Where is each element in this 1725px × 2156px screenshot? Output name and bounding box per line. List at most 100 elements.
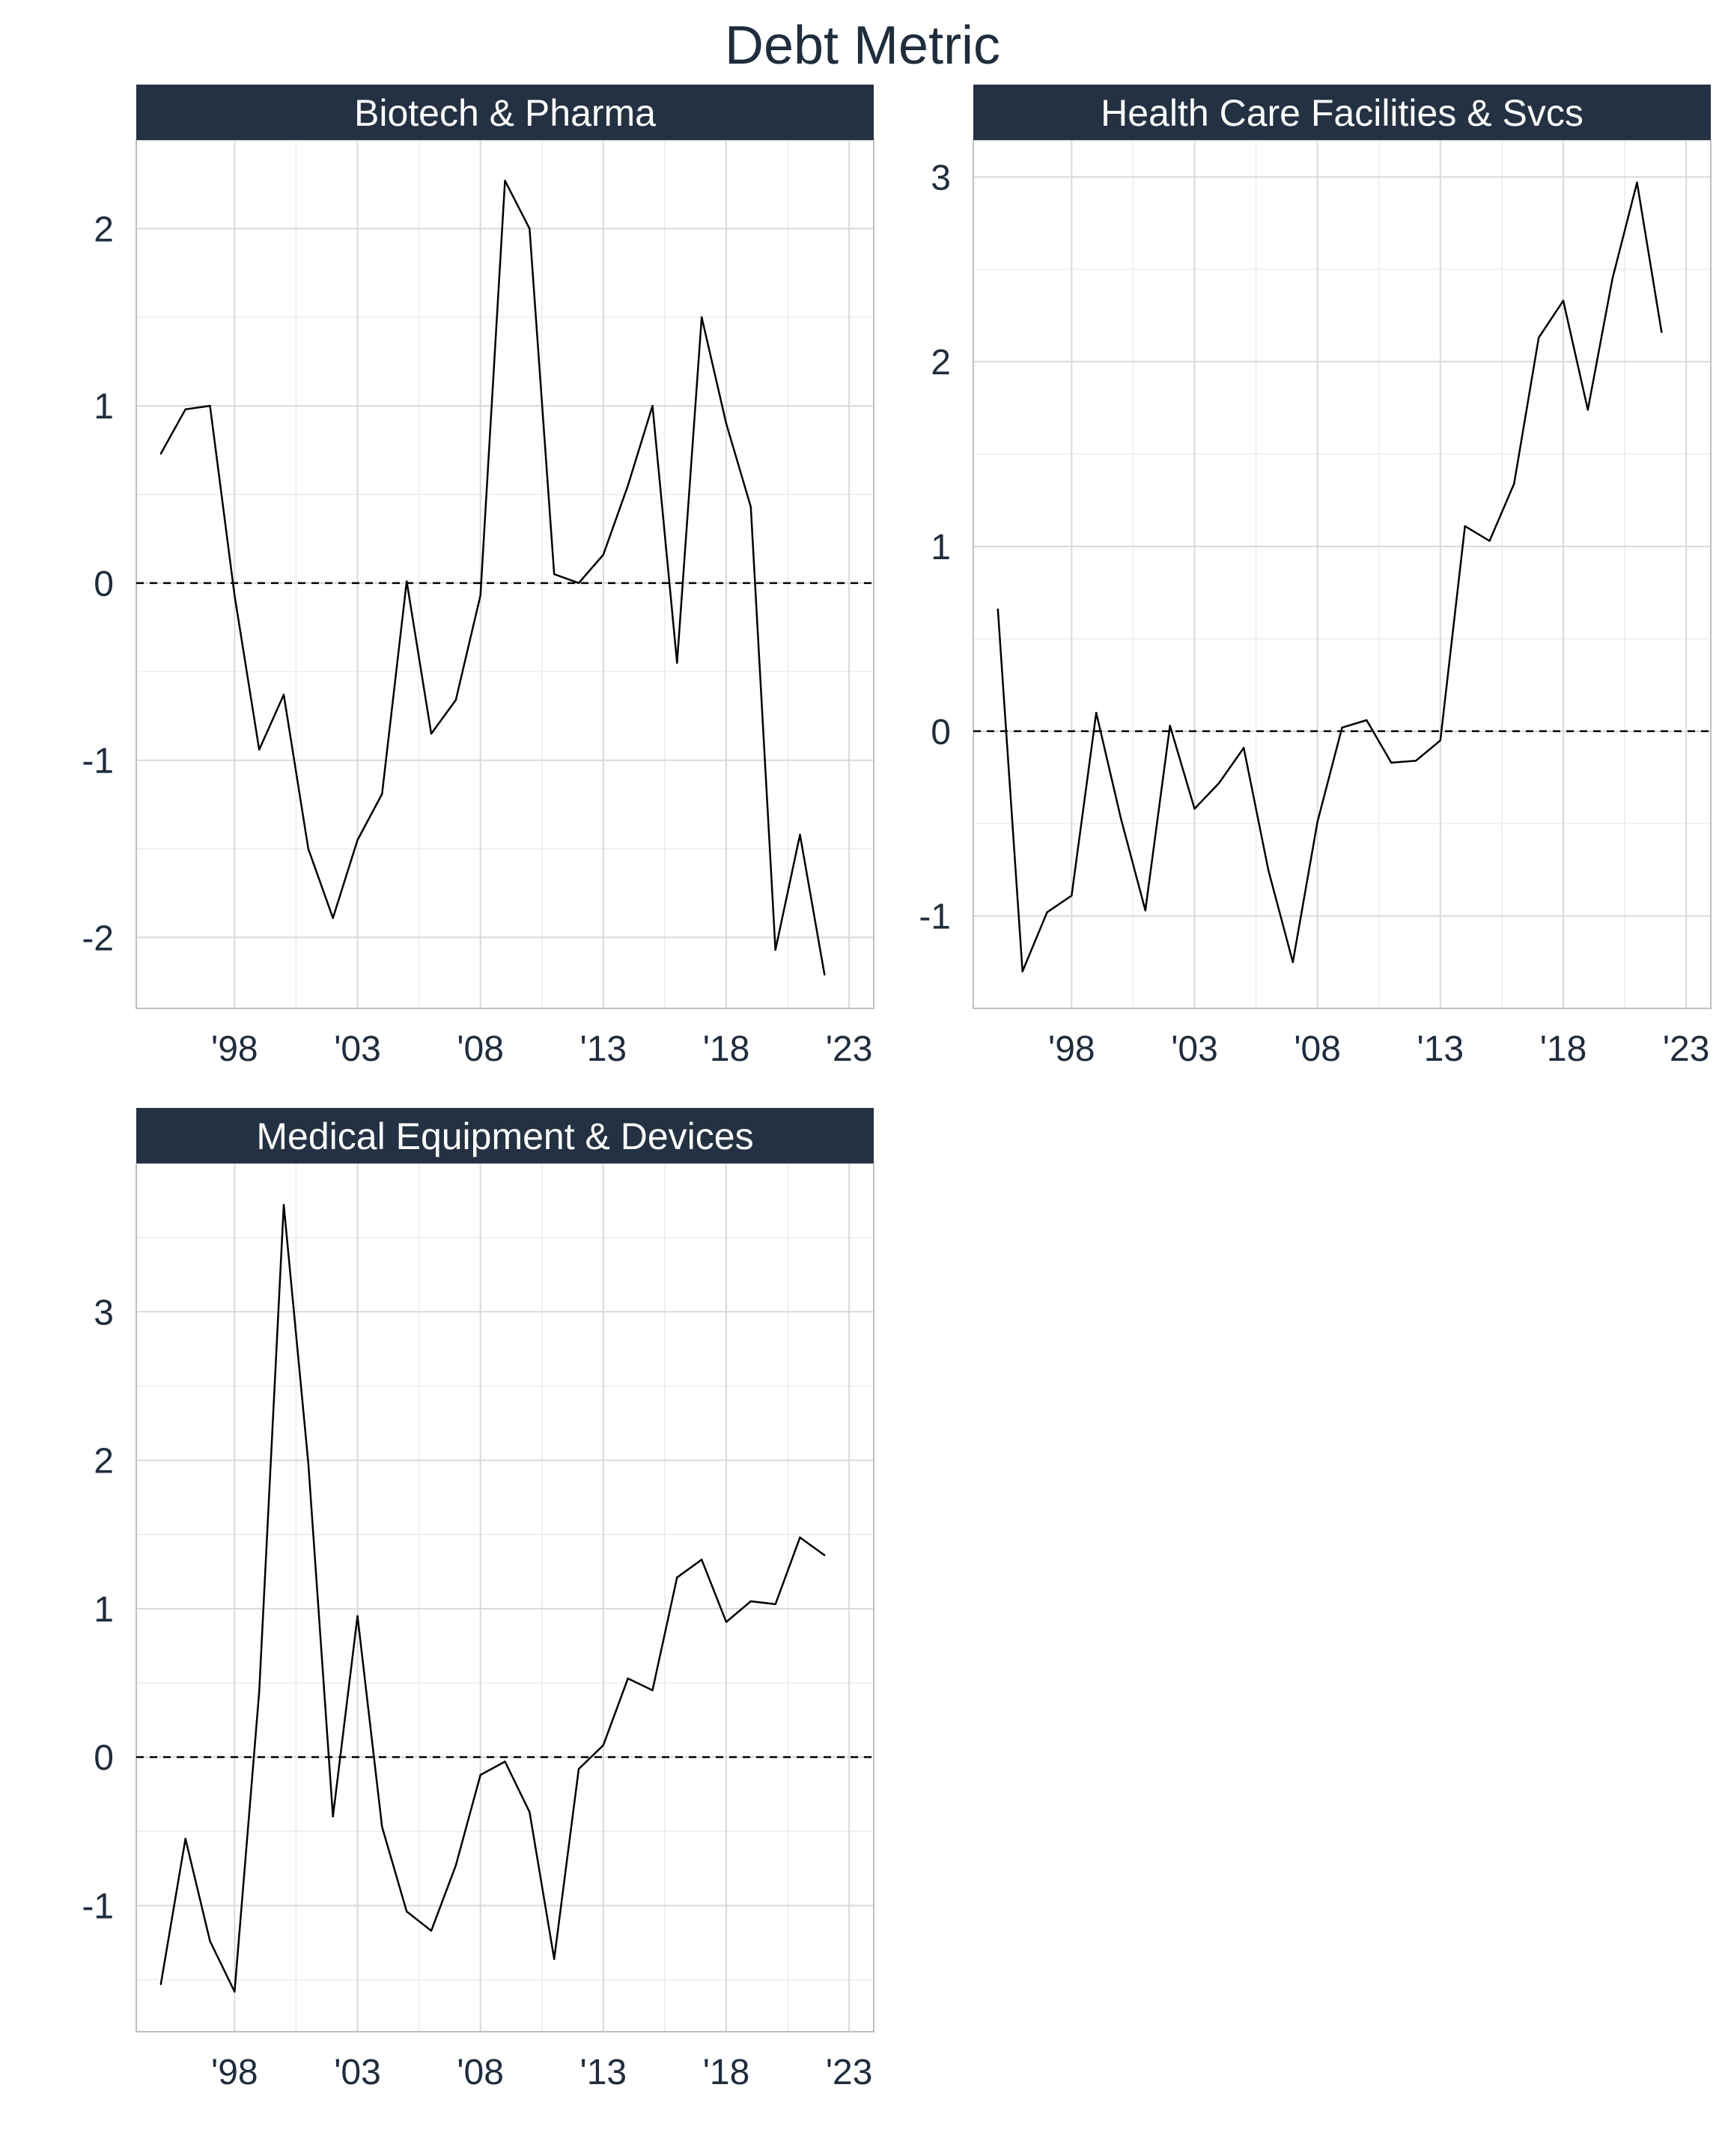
panel-border [973,139,1712,1009]
y-tick-label: -1 [82,1886,114,1926]
data-point [651,404,654,407]
y-tick-label: 3 [931,158,951,198]
data-point [553,573,556,576]
chart-title: Debt Metric [724,16,1001,76]
data-point [1390,761,1393,764]
data-point [1636,181,1638,183]
panel-border [136,139,874,1009]
data-point [577,582,580,585]
data-point [258,1690,261,1693]
x-tick-label: '18 [703,1029,750,1069]
x-tick-label: '98 [1048,1029,1095,1069]
series-line [159,180,826,975]
panel-3: Medical Equipment & Devices -1 0 1 2 3 '98 '03 '… [82,1108,874,2092]
data-point [479,594,481,597]
data-point [1439,739,1442,742]
data-point [282,693,285,696]
data-point [553,1958,556,1961]
data-point [1464,525,1466,528]
data-point [799,1536,801,1538]
data-point [725,422,728,424]
data-point [529,1811,531,1813]
x-tick-label: '98 [211,1029,258,1069]
data-point [282,1204,285,1206]
y-tick-label: 0 [931,713,951,752]
data-point [1513,482,1515,485]
panel-title: Health Care Facilities & Svcs [1101,92,1583,134]
data-point [1488,540,1491,542]
data-point [676,1577,678,1579]
data-point [479,1773,481,1776]
data-point [602,1744,605,1747]
x-tick-label: '13 [1417,1029,1464,1069]
data-point [430,1929,433,1932]
data-point [774,1603,776,1606]
panel-title: Biotech & Pharma [354,92,656,134]
x-tick-label: '08 [457,2053,504,2092]
data-point [1586,409,1589,411]
data-point [258,749,261,751]
data-point [627,484,629,487]
x-tick-label: '08 [457,1029,504,1069]
data-point [1341,726,1343,729]
y-tick-label: 1 [94,1590,114,1630]
data-point [725,1621,728,1623]
panel-title: Medical Equipment & Devices [256,1115,753,1157]
data-point [1095,711,1098,714]
data-point [1071,895,1073,897]
data-point [184,408,186,411]
x-tick-label: '03 [334,1029,381,1069]
data-point [1193,808,1196,810]
data-point [1316,820,1318,823]
y-tick-label: -1 [82,742,114,782]
data-point [405,1910,408,1913]
data-point [332,1815,334,1818]
x-tick-label: '13 [580,1029,627,1069]
data-point [356,1615,359,1617]
y-tick-label: 2 [94,210,114,249]
data-point [824,973,826,976]
series-line [159,1204,826,1993]
data-point [1119,817,1122,819]
x-tick-label: '98 [211,2053,258,2092]
panel-strip [136,85,874,140]
data-point [1292,961,1294,963]
y-tick-label: 1 [94,387,114,427]
y-tick-label: 2 [931,343,951,383]
data-point [381,1826,383,1828]
data-point [824,1554,826,1556]
data-point [1611,277,1613,280]
data-point [700,1559,703,1561]
data-point [405,580,408,582]
x-tick-label: '18 [703,2053,750,2092]
panel-2: Health Care Facilities & Svcs -1 0 1 2 3 '98 '0… [919,85,1712,1069]
data-point [651,1689,654,1692]
data-point [1366,719,1368,722]
y-tick-label: 1 [931,528,951,567]
data-point [332,917,334,919]
data-point [209,1940,211,1943]
data-point [1144,909,1147,912]
data-point [1414,760,1417,762]
x-tick-label: '23 [826,2053,873,2092]
x-tick-label: '08 [1294,1029,1341,1069]
x-tick-label: '23 [1663,1029,1710,1069]
data-point [749,505,752,508]
x-tick-label: '03 [334,2053,381,2092]
series-line [997,181,1663,972]
data-point [529,228,531,230]
data-point [307,847,310,850]
data-point [209,404,211,407]
data-point [234,594,236,597]
data-point [454,1864,457,1867]
panel-strip [136,1108,874,1163]
x-tick-label: '13 [580,2053,627,2092]
panel-1: Biotech & Pharma -2 -1 0 1 2 '98 '03 '08 '13 '18 '2… [82,85,874,1069]
y-tick-label: 0 [94,564,114,604]
data-point [627,1677,629,1680]
data-point [1562,299,1565,302]
y-tick-label: 2 [94,1442,114,1482]
data-point [1537,336,1540,339]
data-point [774,948,776,951]
